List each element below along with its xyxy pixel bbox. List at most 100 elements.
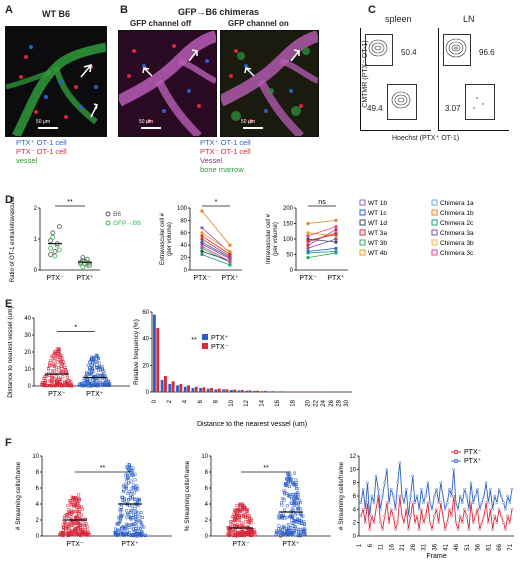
y-tick-label: 0 bbox=[205, 534, 209, 540]
data-point bbox=[286, 494, 290, 497]
data-point bbox=[133, 507, 137, 511]
y-tick-label: 12 bbox=[349, 454, 356, 460]
data-point bbox=[458, 494, 462, 498]
data-point bbox=[389, 487, 393, 491]
data-point bbox=[52, 249, 58, 254]
data-point bbox=[242, 504, 246, 508]
data-point bbox=[300, 521, 304, 525]
data-point bbox=[42, 377, 46, 380]
data-point bbox=[302, 528, 306, 532]
data-point bbox=[502, 521, 505, 525]
data-point bbox=[334, 246, 338, 250]
bar bbox=[260, 391, 264, 392]
data-point bbox=[443, 527, 447, 531]
data-point bbox=[334, 225, 338, 229]
data-point bbox=[200, 226, 204, 230]
data-point bbox=[79, 533, 83, 537]
legend-marker bbox=[431, 219, 438, 226]
pair-line bbox=[201, 232, 231, 252]
y-tick-label: 40 bbox=[142, 337, 149, 343]
data-point bbox=[101, 367, 105, 371]
gate-box bbox=[365, 34, 393, 66]
y-tick-label: 2 bbox=[34, 206, 38, 212]
data-point bbox=[119, 517, 123, 521]
data-point bbox=[473, 514, 477, 518]
data-point bbox=[303, 532, 307, 536]
pair-line bbox=[307, 226, 337, 237]
data-point bbox=[95, 354, 99, 358]
data-point bbox=[52, 384, 56, 388]
data-point bbox=[69, 532, 73, 536]
data-point bbox=[69, 503, 73, 507]
bar bbox=[279, 391, 283, 392]
data-point bbox=[506, 514, 510, 518]
data-point bbox=[368, 514, 371, 518]
data-point bbox=[88, 379, 92, 383]
data-point bbox=[298, 533, 302, 537]
data-point bbox=[53, 364, 57, 368]
scale-bar bbox=[38, 127, 58, 129]
data-point bbox=[41, 382, 45, 386]
x-tick-label: 56 bbox=[476, 543, 482, 550]
bar bbox=[214, 389, 218, 392]
data-point bbox=[232, 515, 236, 519]
data-point bbox=[290, 501, 294, 505]
data-point bbox=[480, 501, 484, 505]
data-point bbox=[75, 506, 79, 509]
bar bbox=[176, 385, 179, 392]
data-point bbox=[137, 515, 141, 519]
y-tick-label: 200 bbox=[283, 206, 294, 212]
data-point bbox=[124, 478, 128, 482]
pair-line bbox=[201, 238, 231, 257]
data-point bbox=[379, 507, 382, 511]
bar bbox=[222, 389, 226, 392]
data-point bbox=[131, 527, 135, 531]
data-point bbox=[291, 524, 295, 528]
data-point bbox=[296, 491, 300, 495]
y-tick-label: 80 bbox=[180, 218, 187, 224]
data-point bbox=[126, 476, 130, 480]
data-point bbox=[372, 521, 376, 525]
data-point bbox=[52, 351, 56, 355]
y-axis-label: Relative frequency (%) bbox=[133, 319, 140, 385]
data-point bbox=[278, 531, 282, 535]
x-tick-label: 12 bbox=[244, 399, 250, 406]
data-point bbox=[293, 471, 296, 475]
x-tick-label: 21 bbox=[400, 543, 406, 550]
data-point bbox=[366, 481, 369, 485]
data-point bbox=[143, 534, 147, 537]
data-point bbox=[417, 507, 421, 511]
x-tick-label: 26 bbox=[329, 399, 335, 406]
data-point bbox=[400, 514, 404, 518]
y-tick-label: 6 bbox=[205, 486, 209, 492]
data-point bbox=[359, 514, 363, 518]
data-point bbox=[407, 527, 410, 531]
data-point bbox=[227, 533, 231, 537]
data-point bbox=[376, 487, 380, 491]
data-point bbox=[385, 501, 389, 505]
pair-line bbox=[307, 251, 337, 254]
data-point bbox=[123, 527, 127, 531]
data-point bbox=[290, 518, 294, 522]
y-axis-label: Distance to nearest vessel (um) bbox=[7, 306, 14, 397]
data-point bbox=[248, 516, 252, 520]
data-point bbox=[66, 532, 70, 535]
pair-line bbox=[201, 246, 231, 262]
panel-b-micrograph-left: 50 µm bbox=[118, 30, 217, 137]
y-tick-label: 60 bbox=[180, 231, 187, 237]
panel-b-legend-1: PTX⁺ OT-1 cell bbox=[200, 138, 251, 147]
data-point bbox=[83, 528, 87, 532]
panel-b-legend-3: Vessel bbox=[200, 156, 223, 165]
x-tick-label: PTX⁺ bbox=[327, 275, 345, 282]
y-axis-label: # Streaming cells/frame bbox=[15, 461, 22, 530]
data-point bbox=[284, 482, 288, 486]
data-point bbox=[383, 481, 387, 485]
data-point bbox=[489, 507, 492, 511]
data-point bbox=[239, 528, 243, 532]
bar bbox=[168, 384, 172, 392]
data-point bbox=[229, 520, 233, 524]
data-point bbox=[240, 513, 244, 517]
data-point bbox=[127, 463, 131, 466]
data-point bbox=[129, 511, 133, 514]
data-point bbox=[506, 494, 510, 498]
